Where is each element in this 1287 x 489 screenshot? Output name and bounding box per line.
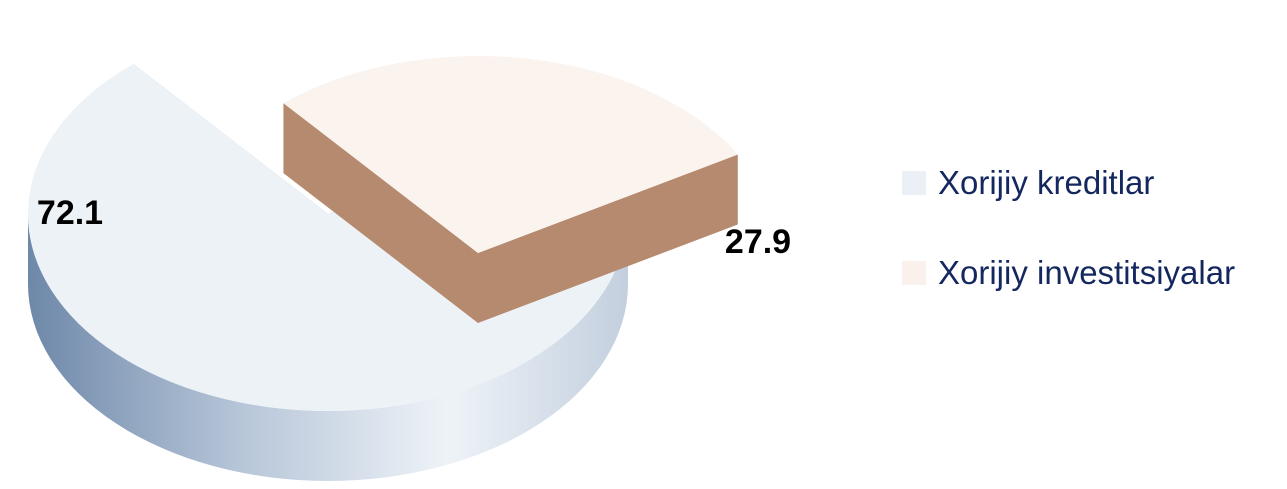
legend-item-xorijiy-kreditlar: Xorijiy kreditlar [902,158,1282,208]
data-label-investitsiyalar: 27.9 [725,223,791,261]
slice-cut-face [283,103,478,323]
pie-slice-investitsiyalar: 27.9 [283,55,791,323]
slice-top-face [283,55,738,253]
pie-chart: 72.1 27.9 [28,55,791,481]
legend-label-investitsiyalar: Xorijiy investitsiyalar [938,254,1236,291]
slice-side-wall [28,214,628,481]
slice-top-face [28,64,629,411]
legend: Xorijiy kreditlar Xorijiy investitsiyala… [902,158,1282,338]
legend-item-xorijiy-investitsiyalar: Xorijiy investitsiyalar [902,248,1282,298]
legend-swatch-kreditlar [902,171,926,195]
slice-cut-face [478,154,738,323]
data-label-kreditlar: 72.1 [37,194,103,232]
legend-swatch-investitsiyalar [902,261,926,285]
legend-label-kreditlar: Xorijiy kreditlar [938,164,1155,201]
